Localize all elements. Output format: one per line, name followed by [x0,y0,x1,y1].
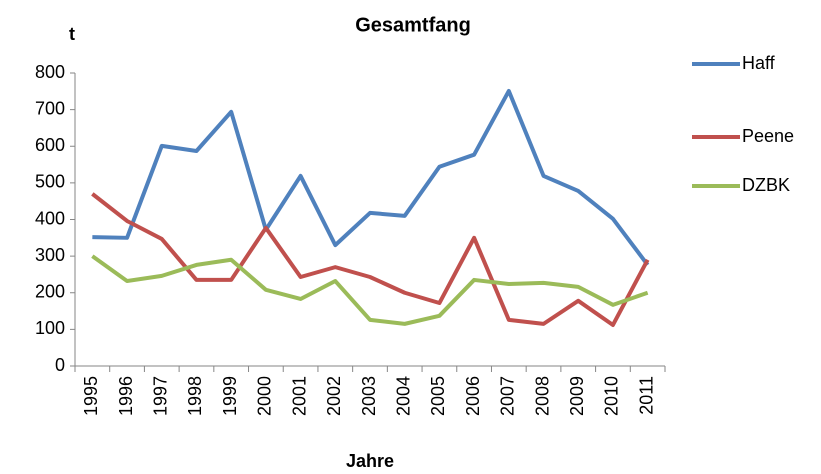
x-tick-label: 2011 [636,376,656,415]
y-tick-label: 300 [35,245,65,265]
y-tick-label: 0 [55,355,65,375]
x-tick-label: 1995 [81,376,101,416]
y-tick-label: 700 [35,98,65,118]
y-tick-label: 400 [35,208,65,228]
x-tick-label: 2006 [463,376,483,416]
x-tick-label: 2004 [393,376,413,416]
x-tick-label: 2000 [255,376,275,416]
chart-title: Gesamtfang [355,14,471,36]
y-tick-label: 100 [35,318,65,338]
x-tick-label: 2001 [289,376,309,416]
x-tick-label: 1996 [116,376,136,416]
legend-label: DZBK [742,175,790,195]
x-axis-label: Jahre [346,451,394,471]
x-tick-label: 2003 [359,376,379,416]
series-line [92,88,650,267]
x-tick-label: 1998 [185,376,205,416]
y-tick-label: 200 [35,282,65,302]
x-tick-label: 2010 [602,376,622,416]
y-tick-label: 800 [35,62,65,82]
x-tick-label: 2002 [324,376,344,416]
series-line [91,254,649,326]
x-tick-label: 2007 [498,376,518,416]
y-axis-label: t [69,24,75,44]
legend-label: Peene [742,126,794,146]
y-tick-label: 600 [35,135,65,155]
x-tick-label: 1997 [151,376,171,416]
x-tick-label: 2009 [567,376,587,416]
series-line [91,192,650,327]
x-tick-label: 2005 [428,376,448,416]
x-tick-label: 1999 [220,376,240,416]
y-tick-label: 500 [35,172,65,192]
legend-label: Haff [742,53,776,73]
x-tick-label: 2008 [532,376,552,416]
